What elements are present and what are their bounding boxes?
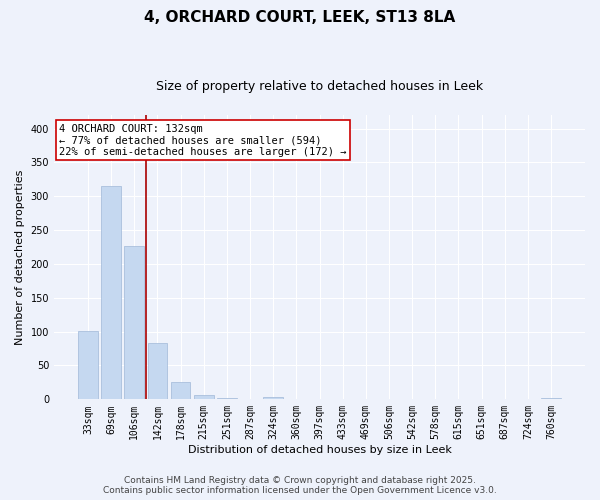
Bar	[194, 394, 214, 400]
Bar	[171, 382, 190, 400]
Bar	[148, 343, 167, 400]
Bar	[78, 331, 98, 400]
Bar	[101, 186, 121, 400]
Y-axis label: Number of detached properties: Number of detached properties	[15, 170, 25, 345]
X-axis label: Distribution of detached houses by size in Leek: Distribution of detached houses by size …	[188, 445, 451, 455]
Text: 4 ORCHARD COURT: 132sqm
← 77% of detached houses are smaller (594)
22% of semi-d: 4 ORCHARD COURT: 132sqm ← 77% of detache…	[59, 124, 347, 156]
Text: Contains HM Land Registry data © Crown copyright and database right 2025.
Contai: Contains HM Land Registry data © Crown c…	[103, 476, 497, 495]
Bar	[541, 398, 561, 400]
Title: Size of property relative to detached houses in Leek: Size of property relative to detached ho…	[156, 80, 483, 93]
Text: 4, ORCHARD COURT, LEEK, ST13 8LA: 4, ORCHARD COURT, LEEK, ST13 8LA	[145, 10, 455, 25]
Bar	[263, 396, 283, 400]
Bar	[217, 398, 237, 400]
Bar	[124, 246, 144, 400]
